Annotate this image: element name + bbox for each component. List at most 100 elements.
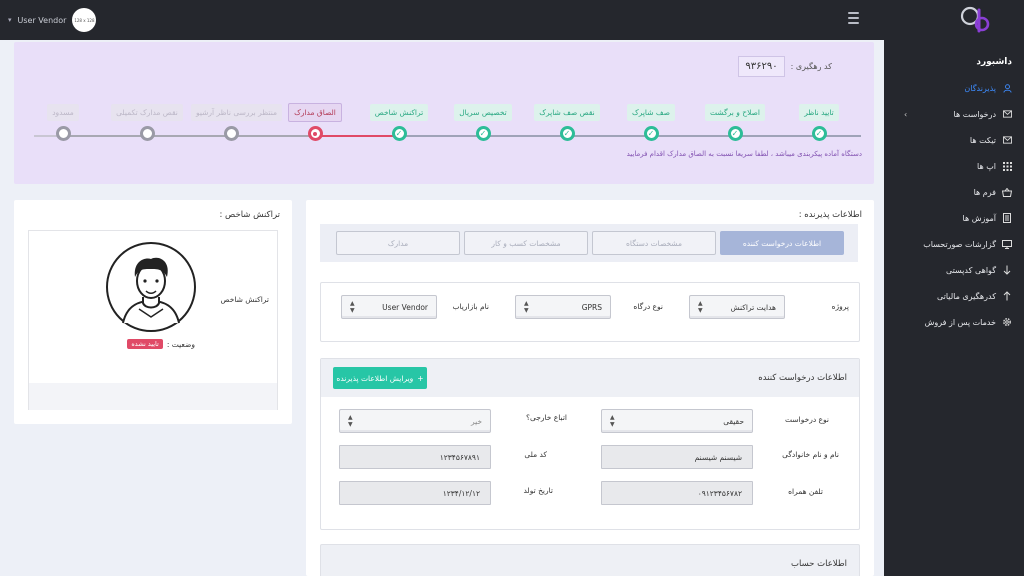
request-type-select[interactable]: حقیقی ▲ ▼ xyxy=(601,409,753,433)
marketer-select[interactable]: User Vendor ▲ ▼ xyxy=(341,295,437,319)
tracking-code-value: ۹۳۶۲۹۰ xyxy=(738,56,785,77)
foreign-value: خیر xyxy=(470,416,482,426)
step-connector xyxy=(735,135,819,137)
step-label: تایید ناظر xyxy=(799,104,839,121)
step-connector xyxy=(231,135,315,137)
sidebar-item-tutorials[interactable]: آموزش ها xyxy=(894,209,1012,227)
menu-icon[interactable] xyxy=(848,12,859,26)
step-item: تایید ناظر ✓ xyxy=(779,100,859,141)
sort-icon: ▲ ▼ xyxy=(348,414,353,428)
step-item: صف شاپرک ✓ xyxy=(611,100,691,141)
check-icon: ✓ xyxy=(643,126,659,141)
avatar: 128 x 128 xyxy=(72,8,97,32)
sidebar-item-label: درخواست ها xyxy=(953,109,996,119)
phone-field[interactable]: ۰۹۱۲۳۴۵۶۷۸۲ xyxy=(601,481,753,505)
foreign-label: اتباع خارجی؟ xyxy=(526,413,567,422)
gateway-select[interactable]: GPRS ▲ ▼ xyxy=(515,295,611,319)
status-notice: دستگاه آماده پیکربندی میباشد ، لطفا سریع… xyxy=(626,150,862,158)
step-label: نقص صف شاپرک xyxy=(534,104,600,121)
sidebar-item-label: فرم ها xyxy=(973,187,996,197)
tracking-code: کد رهگیری : ۹۳۶۲۹۰ xyxy=(738,56,832,77)
step-label: تراکنش شاخص xyxy=(369,104,429,121)
step-label: اصلاح و برگشت xyxy=(704,104,765,121)
birth-date-field[interactable]: ۱۲۳۴/۱۲/۱۲ xyxy=(339,481,491,505)
tracking-label: کد رهگیری : xyxy=(790,62,832,71)
status-badge: تایید نشده xyxy=(127,339,163,349)
tab-business-specs[interactable]: مشخصات کسب و کار xyxy=(464,231,588,255)
arrow-up-icon xyxy=(1002,291,1012,301)
user-icon xyxy=(1002,83,1012,93)
step-label: الصاق مدارک xyxy=(288,103,342,122)
sidebar-item-label: آموزش ها xyxy=(962,213,996,223)
sidebar-item-label: گزارشات صورتحساب xyxy=(923,239,996,249)
request-type-value: حقیقی xyxy=(723,416,744,426)
step-label: منتظر بررسی ناظر آرشیو xyxy=(191,104,282,121)
sidebar-item-acceptors[interactable]: پذیرندگان xyxy=(894,79,1012,97)
sidebar-item-apps[interactable]: اپ ها xyxy=(894,157,1012,175)
step-label: تخصیص سریال xyxy=(454,104,512,121)
sidebar-item-after-sales[interactable]: خدمات پس از فروش xyxy=(894,313,1012,331)
project-select[interactable]: هدایت تراکنش ▲ ▼ xyxy=(689,295,785,319)
step-item: مسدود xyxy=(23,100,103,141)
request-type-label: نوع درخواست xyxy=(784,415,829,424)
step-label: نقص مدارک تکمیلی xyxy=(111,104,183,121)
edit-acceptor-button[interactable]: ویرایش اطلاعات پذیرنده + xyxy=(333,367,427,389)
step-connector xyxy=(819,135,861,137)
sidebar: داشبورد پذیرندگان درخواست ها › تیکت ها ا… xyxy=(884,40,1024,576)
check-icon: ✓ xyxy=(391,126,407,141)
requester-section: اطلاعات درخواست کننده ویرایش اطلاعات پذی… xyxy=(320,358,860,530)
step-item: نقص صف شاپرک ✓ xyxy=(527,100,607,141)
step-item: اصلاح و برگشت ✓ xyxy=(695,100,775,141)
gateway-label: نوع درگاه xyxy=(633,302,663,311)
foreign-select[interactable]: خیر ▲ ▼ xyxy=(339,409,491,433)
sidebar-item-tickets[interactable]: تیکت ها xyxy=(894,131,1012,149)
national-code-field[interactable]: ۱۲۳۴۵۶۷۸۹۱ xyxy=(339,445,491,469)
indicator-name: تراکنش شاخص xyxy=(220,295,269,304)
tab-requester-info[interactable]: اطلاعات درخواست کننده xyxy=(720,231,844,255)
birth-date-label: تاریخ تولد xyxy=(523,486,554,495)
step-connector xyxy=(651,135,735,137)
sidebar-item-forms[interactable]: فرم ها xyxy=(894,183,1012,201)
step-label: صف شاپرک xyxy=(626,104,676,121)
project-label: پروژه xyxy=(831,302,849,311)
mail-icon xyxy=(1002,109,1012,119)
sidebar-item-billing-reports[interactable]: گزارشات صورتحساب xyxy=(894,235,1012,253)
step-item: منتظر بررسی ناظر آرشیو xyxy=(191,100,282,141)
check-icon: ✓ xyxy=(811,126,827,141)
tab-documents[interactable]: مدارک xyxy=(336,231,460,255)
basket-icon xyxy=(1002,187,1012,197)
sort-icon: ▲ ▼ xyxy=(610,414,615,428)
sidebar-item-label: پذیرندگان xyxy=(964,83,996,93)
step-label: مسدود xyxy=(47,104,79,121)
check-icon: ✓ xyxy=(559,126,575,141)
name-field[interactable]: شیسنم شیسنم xyxy=(601,445,753,469)
sidebar-item-requests[interactable]: درخواست ها › xyxy=(894,105,1012,123)
sidebar-item-tax-tracking[interactable]: کدرهگیری مالیاتی xyxy=(894,287,1012,305)
requester-title: اطلاعات درخواست کننده xyxy=(758,373,847,383)
indicator-footer xyxy=(29,383,277,410)
sidebar-item-postal-certificate[interactable]: گواهی کدپستی xyxy=(894,261,1012,279)
user-menu[interactable]: ▾ User Vendor 128 x 128 xyxy=(8,8,97,32)
step-connector xyxy=(63,135,147,137)
arrow-down-icon xyxy=(1002,265,1012,275)
step-circle-icon xyxy=(55,126,71,141)
step-connector xyxy=(399,135,483,137)
monitor-icon xyxy=(1002,239,1012,249)
sidebar-dashboard[interactable]: داشبورد xyxy=(976,57,1012,67)
gateway-value: GPRS xyxy=(581,302,602,312)
tab-device-specs[interactable]: مشخصات دستگاه xyxy=(592,231,716,255)
person-avatar-icon xyxy=(106,242,196,332)
acceptor-info-card: اطلاعات پذیرنده : اطلاعات درخواست کننده … xyxy=(306,200,874,576)
sidebar-item-label: تیکت ها xyxy=(969,135,996,145)
marketer-value: User Vendor xyxy=(382,302,428,312)
step-circle-icon xyxy=(307,126,323,141)
acceptor-title: اطلاعات پذیرنده : xyxy=(798,210,862,220)
user-name: User Vendor xyxy=(17,15,67,25)
logo-icon xyxy=(960,6,990,33)
phone-label: تلفن همراه xyxy=(788,487,823,496)
progress-panel: کد رهگیری : ۹۳۶۲۹۰ تایید ناظر ✓ اصلاح و بر… xyxy=(14,42,874,184)
marketer-label: نام بازاریاب xyxy=(452,302,489,311)
check-icon: ✓ xyxy=(727,126,743,141)
project-box: پروژه هدایت تراکنش ▲ ▼ نوع درگاه GPRS ▲ ▼ نا… xyxy=(320,282,860,342)
account-section: اطلاعات حساب xyxy=(320,544,860,576)
